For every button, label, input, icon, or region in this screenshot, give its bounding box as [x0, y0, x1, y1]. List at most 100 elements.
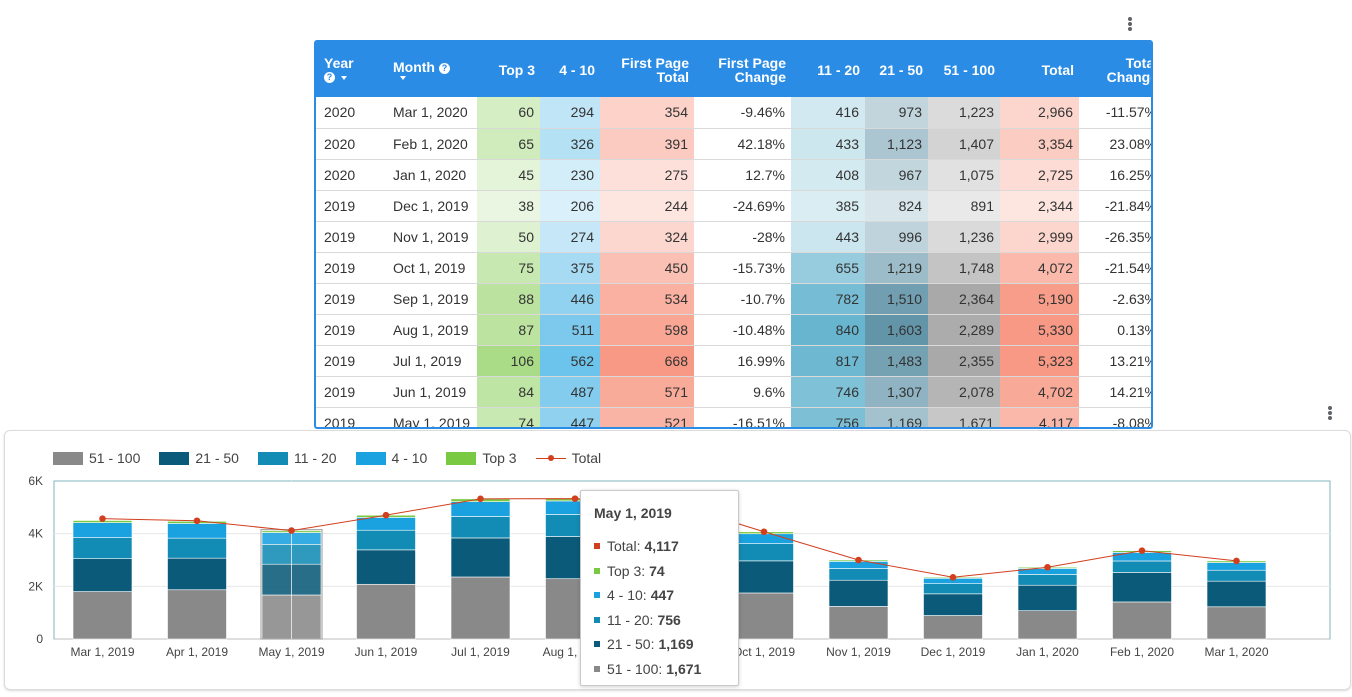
- cell-11-20: 655: [791, 251, 865, 283]
- bar-segment: [1017, 584, 1078, 611]
- tooltip-value: 4,117: [644, 538, 679, 555]
- table-row[interactable]: 2020 Mar 1, 2020 60 294 354 -9.46% 416 973 1,223…: [316, 97, 1151, 128]
- cell-51-100: 1,223: [928, 97, 1000, 128]
- bar-segment: [356, 583, 416, 640]
- header-first-page-change[interactable]: First Page Change: [718, 54, 786, 85]
- cell-4-10: 326: [540, 127, 600, 159]
- cell-4-10: 294: [540, 97, 600, 128]
- cell-11-20: 756: [791, 406, 865, 427]
- cell-year: 2019: [316, 282, 379, 314]
- bar-segment: [923, 615, 983, 640]
- cell-first-page-total: 598: [600, 313, 694, 345]
- legend-item-51-100[interactable]: 51 - 100: [53, 450, 140, 466]
- cell-11-20: 443: [791, 220, 865, 252]
- table-row[interactable]: 2019 May 1, 2019 74 447 521 -16.51% 756 1,169 1,…: [316, 406, 1151, 427]
- chart-more-options-icon[interactable]: [1324, 404, 1336, 422]
- legend-item-21-50[interactable]: 21 - 50: [159, 450, 239, 466]
- legend-label: 21 - 50: [195, 450, 239, 466]
- cell-top3: 87: [477, 313, 540, 345]
- header-total[interactable]: Total: [1041, 61, 1074, 78]
- chart-tooltip: May 1, 2019 Total: 4,117 Top 3: 74 4 - 10: 44…: [580, 490, 739, 686]
- cell-total: 2,966: [1000, 97, 1079, 128]
- legend-label: 51 - 100: [89, 450, 141, 466]
- bar-segment: [450, 537, 511, 578]
- cell-first-page-change: -15.73%: [694, 251, 791, 283]
- cell-21-50: 1,307: [865, 375, 928, 407]
- header-11-20[interactable]: 11 - 20: [817, 61, 860, 78]
- table-row[interactable]: 2020 Feb 1, 2020 65 326 391 42.18% 433 1,123 1,4…: [316, 127, 1151, 159]
- header-4-10[interactable]: 4 - 10: [559, 61, 595, 78]
- bar-segment: [72, 522, 133, 538]
- cell-51-100: 2,364: [928, 282, 1000, 314]
- table-more-options-icon[interactable]: [1124, 15, 1136, 33]
- cell-total: 5,190: [1000, 282, 1079, 314]
- table-row[interactable]: 2019 Oct 1, 2019 75 375 450 -15.73% 655 1,219 1,…: [316, 251, 1151, 283]
- bar-segment: [1112, 601, 1172, 640]
- table-row[interactable]: 2019 Jul 1, 2019 106 562 668 16.99% 817 1,483 2,…: [316, 344, 1151, 376]
- sort-caret-icon[interactable]: [400, 75, 406, 80]
- legend-item-top3[interactable]: Top 3: [446, 450, 517, 466]
- table-row[interactable]: 2019 Nov 1, 2019 50 274 324 -28% 443 996 1,236 2,…: [316, 220, 1151, 252]
- cell-21-50: 973: [865, 97, 928, 128]
- total-point: [288, 527, 295, 534]
- cell-month: Jan 1, 2020: [379, 158, 477, 190]
- header-total-change[interactable]: Total Change: [1106, 54, 1153, 85]
- table-row[interactable]: 2019 Sep 1, 2019 88 446 534 -10.7% 782 1,510 2,3…: [316, 282, 1151, 314]
- header-first-page-total[interactable]: First Page Total: [621, 54, 689, 85]
- legend-item-4-10[interactable]: 4 - 10: [355, 450, 427, 466]
- bar-segment: [1206, 580, 1267, 608]
- tooltip-swatch: [594, 543, 600, 550]
- cell-month: Nov 1, 2019: [379, 220, 477, 252]
- cell-year: 2019: [316, 251, 379, 283]
- legend-swatch: [53, 451, 83, 465]
- total-point: [99, 515, 106, 522]
- cell-month: May 1, 2019: [379, 406, 477, 427]
- tooltip-label: 51 - 100:: [607, 660, 663, 677]
- bar-segment: [450, 501, 511, 517]
- table-row[interactable]: 2019 Dec 1, 2019 38 206 244 -24.69% 385 824 891 2…: [316, 189, 1151, 221]
- total-point: [571, 495, 579, 502]
- info-icon[interactable]: ?: [324, 72, 335, 83]
- table-row[interactable]: 2019 Aug 1, 2019 87 511 598 -10.48% 840 1,603 2,…: [316, 313, 1151, 345]
- cell-first-page-total: 571: [600, 375, 694, 407]
- header-21-50[interactable]: 21 - 50: [879, 61, 923, 78]
- cell-top3: 65: [477, 127, 540, 159]
- cell-4-10: 206: [540, 189, 600, 221]
- header-top3[interactable]: Top 3: [498, 61, 535, 78]
- cell-51-100: 2,355: [928, 344, 1000, 376]
- cell-21-50: 996: [865, 220, 928, 252]
- ranking-table: Year ? Month? Top 3 4 - 10 First Page To…: [314, 40, 1153, 429]
- header-year[interactable]: Year ?: [324, 55, 354, 83]
- legend-item-total[interactable]: Total: [535, 450, 601, 466]
- info-icon[interactable]: ?: [438, 62, 450, 74]
- header-51-100[interactable]: 51 - 100: [943, 61, 995, 78]
- tooltip-value: 74: [649, 562, 665, 579]
- cell-11-20: 416: [791, 97, 865, 128]
- cell-top3: 38: [477, 189, 540, 221]
- legend-swatch: [446, 451, 477, 465]
- tooltip-row: 51 - 100: 1,671: [594, 657, 738, 682]
- x-tick-label: Mar 1, 2019: [70, 645, 134, 659]
- cell-51-100: 2,078: [928, 375, 1000, 407]
- legend-item-11-20[interactable]: 11 - 20: [257, 450, 337, 466]
- tooltip-row: Total: 4,117: [594, 534, 738, 559]
- cell-month: Oct 1, 2019: [379, 251, 477, 283]
- cell-first-page-total: 244: [600, 189, 694, 221]
- total-point: [1138, 547, 1146, 554]
- x-tick-label: Dec 1, 2019: [921, 645, 986, 659]
- sort-caret-icon[interactable]: [341, 75, 347, 80]
- cell-year: 2020: [316, 127, 379, 159]
- cell-4-10: 447: [540, 406, 600, 427]
- table-row[interactable]: 2020 Jan 1, 2020 45 230 275 12.7% 408 967 1,075 2…: [316, 158, 1151, 190]
- total-point: [1233, 557, 1240, 565]
- x-tick-label: Oct 1, 2019: [733, 645, 795, 659]
- header-month[interactable]: Month?: [379, 42, 477, 97]
- bar-segment: [450, 516, 511, 539]
- cell-11-20: 782: [791, 282, 865, 314]
- bar-segment: [1017, 574, 1078, 586]
- cell-total: 2,725: [1000, 158, 1079, 190]
- total-point: [382, 511, 390, 519]
- cell-51-100: 891: [928, 189, 1000, 221]
- table-row[interactable]: 2019 Jun 1, 2019 84 487 571 9.6% 746 1,307 2,078…: [316, 375, 1151, 407]
- tooltip-row: 4 - 10: 447: [594, 583, 738, 608]
